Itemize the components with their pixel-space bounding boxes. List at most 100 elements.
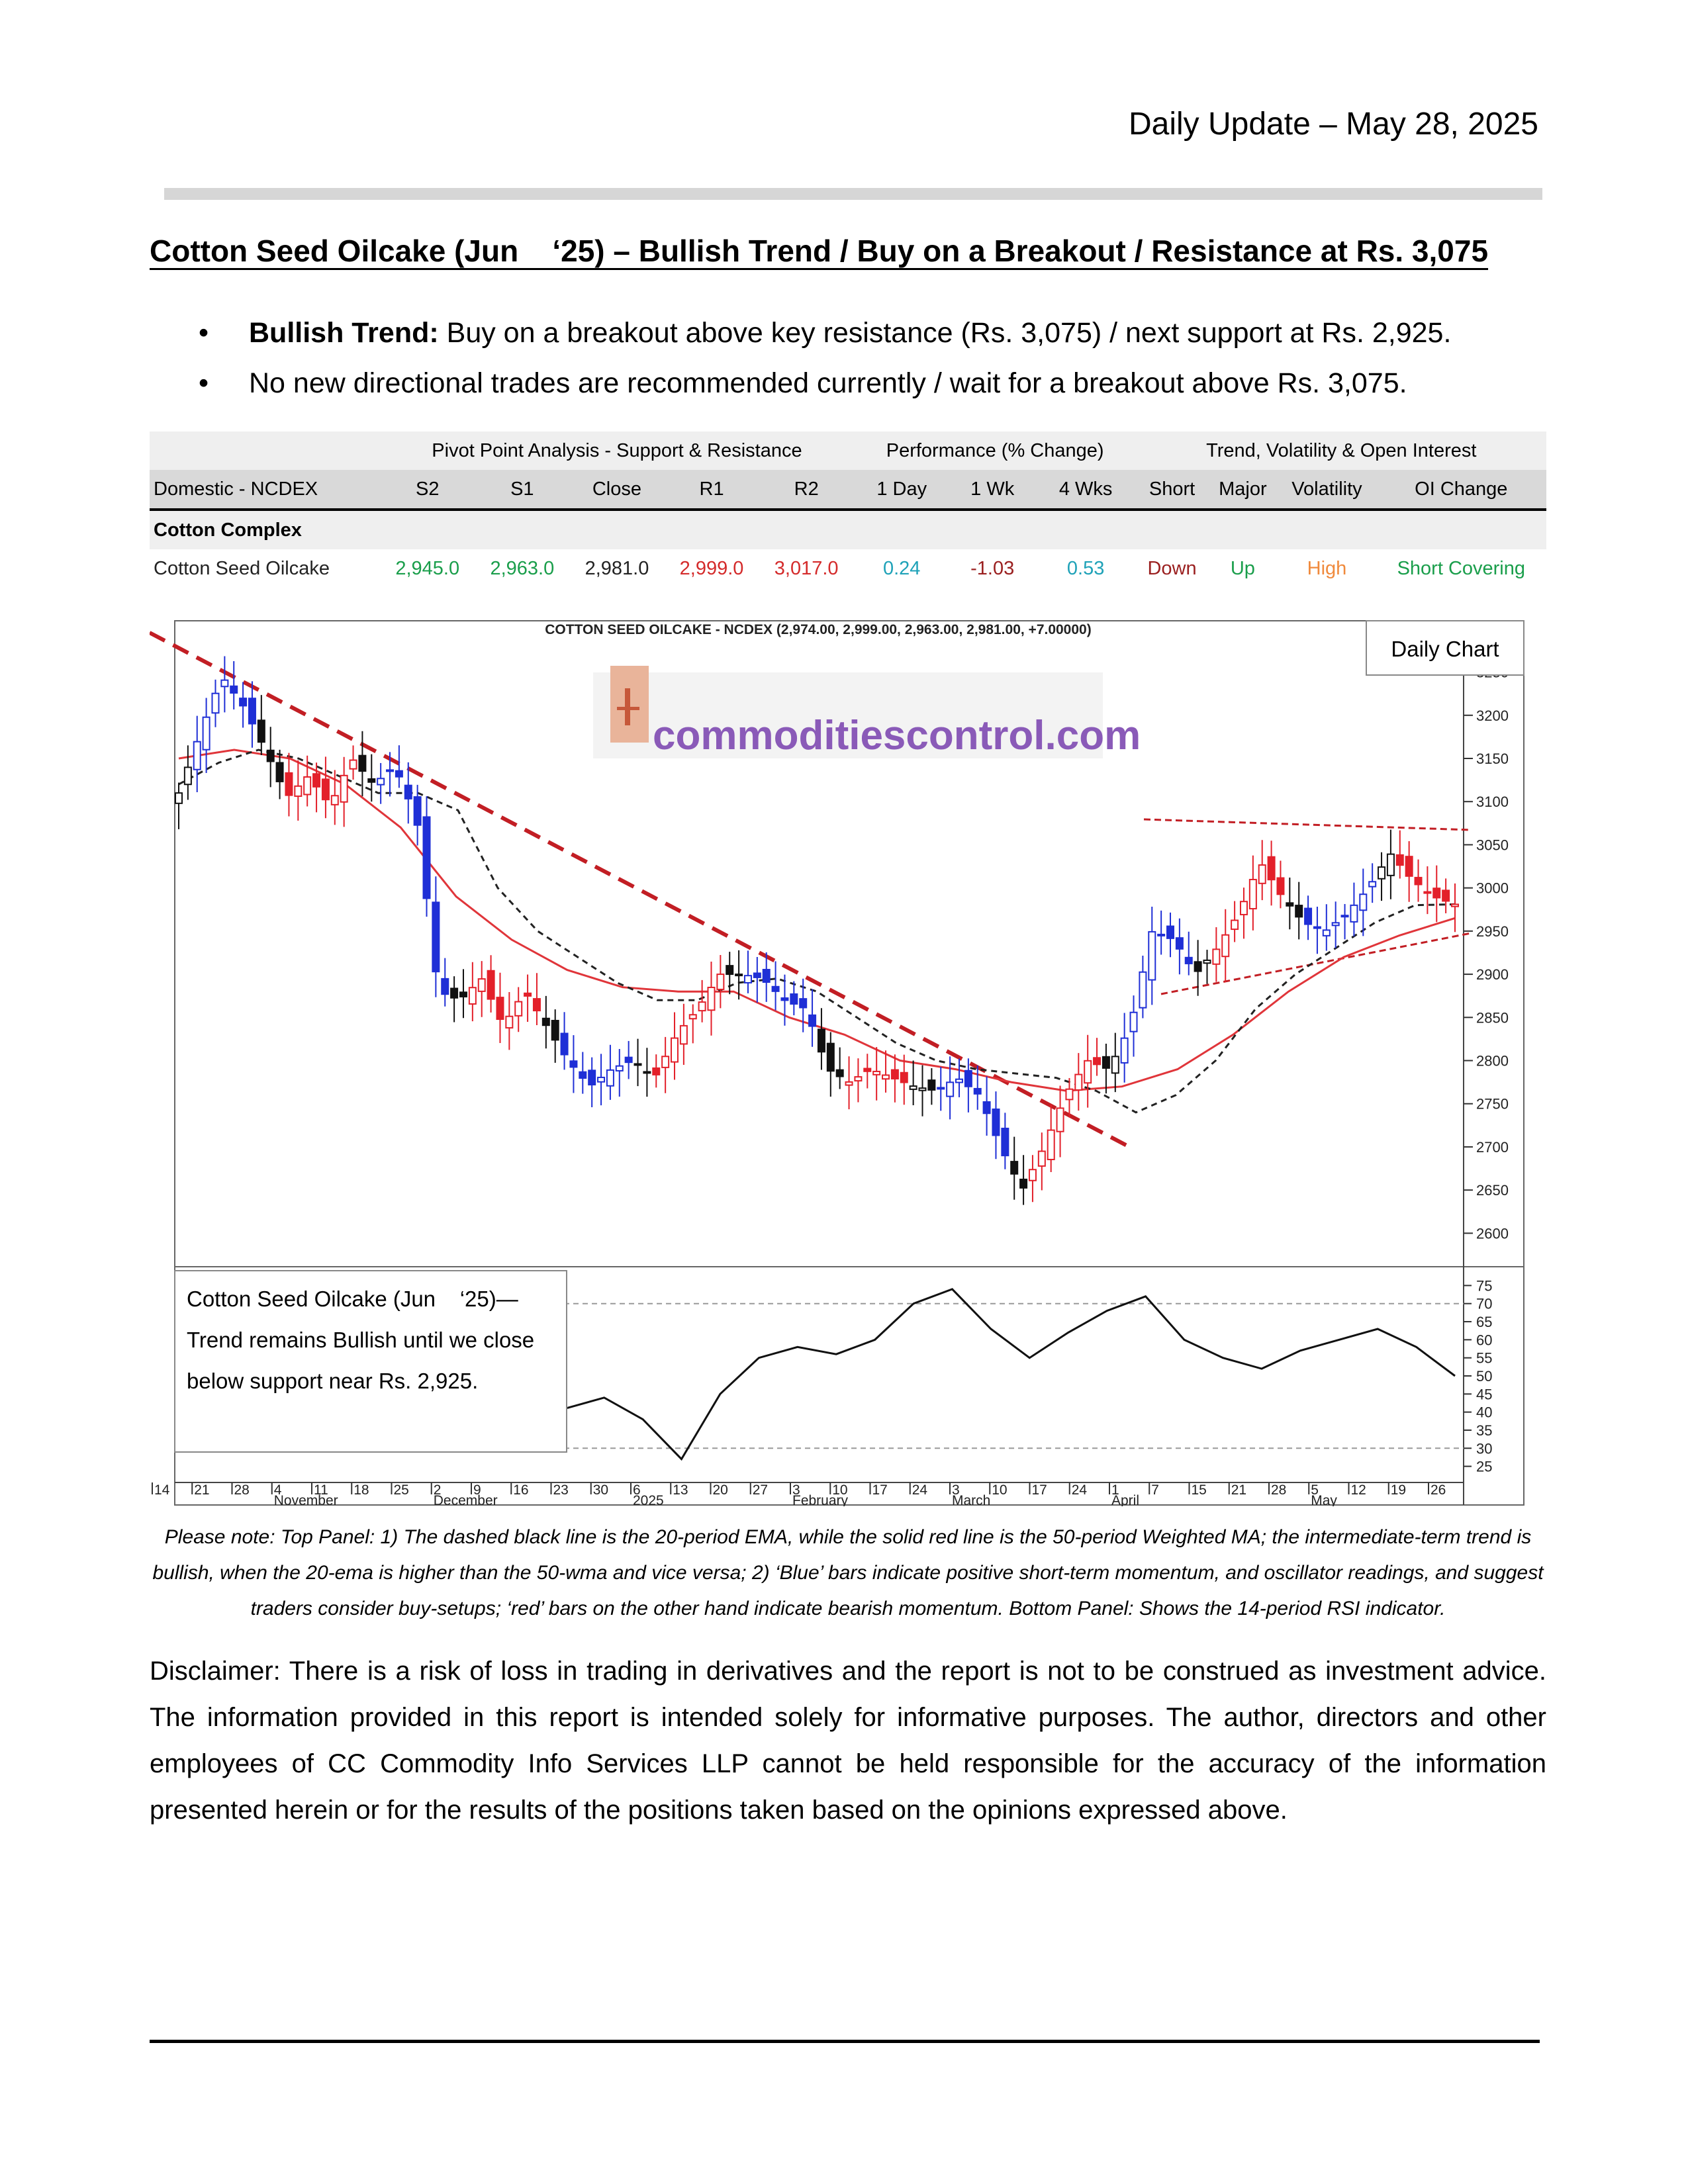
candle-body xyxy=(872,1070,881,1075)
column-header: S2 xyxy=(380,470,475,511)
chart-annotation-text: Cotton Seed Oilcake (Jun ‘25)—Trend rema… xyxy=(187,1287,541,1393)
table-cell xyxy=(150,432,381,470)
candle-body xyxy=(193,741,201,770)
candle-body xyxy=(1065,1088,1074,1101)
daily-chart-badge: Daily Chart xyxy=(1366,620,1524,676)
candle-body xyxy=(698,1001,706,1012)
column-header: Major xyxy=(1207,470,1278,511)
candle-body xyxy=(918,1087,927,1091)
candle-body xyxy=(1175,937,1184,950)
rsi-tick-label: 35 xyxy=(1476,1422,1492,1439)
bullet-list: Bullish Trend: Buy on a breakout above k… xyxy=(192,308,1451,408)
rsi-tick-label: 65 xyxy=(1476,1314,1492,1330)
candle-body xyxy=(541,1017,550,1026)
candle-body xyxy=(1368,881,1377,887)
rsi-tick-label: 25 xyxy=(1476,1459,1492,1475)
price-tick-label: 3050 xyxy=(1476,837,1509,853)
candle-body xyxy=(826,1042,835,1072)
candle-body xyxy=(183,766,192,786)
candle-body xyxy=(835,1069,844,1077)
candle-body xyxy=(303,776,312,796)
time-day-label: 25 xyxy=(394,1482,409,1498)
candle-body xyxy=(441,978,449,995)
time-day-label: 23 xyxy=(553,1482,569,1498)
candle-body xyxy=(982,1101,991,1115)
candle-body xyxy=(367,778,376,783)
candle-body xyxy=(404,784,412,799)
time-day-label: 28 xyxy=(234,1482,250,1498)
candle-body xyxy=(487,970,495,1000)
chart-annotation-box: Cotton Seed Oilcake (Jun ‘25)—Trend rema… xyxy=(174,1270,567,1453)
time-day-label: 24 xyxy=(1072,1482,1088,1498)
candle-body xyxy=(220,679,229,688)
candle-body xyxy=(955,1078,963,1083)
candle-body xyxy=(780,997,789,1001)
footer-divider xyxy=(150,2040,1540,2043)
disclaimer: Disclaimer: There is a risk of loss in t… xyxy=(150,1657,1546,1825)
short-trend: Down xyxy=(1147,557,1197,579)
s2-value: 2,945.0 xyxy=(395,557,460,579)
candle-body xyxy=(1423,891,1432,894)
bullet-item: Bullish Trend: Buy on a breakout above k… xyxy=(192,308,1451,358)
candle-body xyxy=(1001,1127,1009,1157)
candle-body xyxy=(1203,959,1211,964)
candle-body xyxy=(1395,854,1404,866)
time-month-label: April xyxy=(1111,1493,1139,1506)
candle-body xyxy=(1442,889,1450,902)
column-header: 1 Wk xyxy=(949,470,1035,511)
column-header: OI Change xyxy=(1376,470,1546,511)
candle-body xyxy=(1378,866,1386,880)
time-day-label: 14 xyxy=(154,1482,170,1498)
candle-body xyxy=(477,978,486,992)
candle-body xyxy=(1010,1161,1019,1175)
candle-body xyxy=(1019,1178,1028,1189)
candle-body xyxy=(1313,926,1321,929)
candle-body xyxy=(1451,903,1459,907)
time-day-label: 20 xyxy=(713,1482,728,1498)
candle-body xyxy=(1304,907,1313,925)
chart-svg: COTTON SEED OILCAKE - NCDEX (2,974.00, 2… xyxy=(148,620,1524,1508)
candle-body xyxy=(1047,1129,1055,1161)
time-day-label: 30 xyxy=(593,1482,608,1498)
time-day-label: 10 xyxy=(992,1482,1007,1498)
time-day-label: 12 xyxy=(1351,1482,1366,1498)
time-axis: 14 21 28 4 11 18 25 2 9 16 23 30 6 13 20 27 3 10 17 24 3 10 17… xyxy=(152,1482,1446,1508)
candle-body xyxy=(1074,1073,1083,1091)
pivot-table: Pivot Point Analysis - Support & Resista… xyxy=(150,432,1546,588)
candle-body xyxy=(1267,856,1276,881)
close-value: 2,981.0 xyxy=(585,557,649,579)
candle-body xyxy=(671,1037,679,1063)
price-tick-label: 2900 xyxy=(1476,966,1509,983)
price-tick-label: 3000 xyxy=(1476,880,1509,897)
time-month-label: November xyxy=(274,1493,338,1506)
candle-body xyxy=(1028,1169,1037,1181)
column-header: R2 xyxy=(759,470,854,511)
candle-body xyxy=(560,1032,569,1056)
candle-body xyxy=(579,1071,587,1079)
candle-body xyxy=(1340,915,1349,918)
candle-body xyxy=(615,1065,624,1071)
volatility-value: High xyxy=(1307,557,1347,579)
table-section-row: Cotton Complex xyxy=(150,510,1546,549)
column-header: Domestic - NCDEX xyxy=(150,470,381,511)
time-day-label: 15 xyxy=(1192,1482,1207,1498)
table-row: Cotton Seed Oilcake 2,945.0 2,963.0 2,98… xyxy=(150,549,1546,588)
candle-body xyxy=(735,974,743,977)
candle-body xyxy=(1221,934,1230,958)
candle-body xyxy=(257,719,265,743)
candle-body xyxy=(707,986,716,1011)
major-trend: Up xyxy=(1230,557,1255,579)
rsi-tick-label: 60 xyxy=(1476,1332,1492,1348)
candle-body xyxy=(1331,922,1340,927)
candle-body xyxy=(753,972,761,978)
candle-body xyxy=(1212,948,1221,965)
candle-body xyxy=(900,1071,908,1083)
candle-body xyxy=(496,997,504,1021)
time-day-label: 2 xyxy=(434,1482,442,1498)
chart-title: COTTON SEED OILCAKE - NCDEX (2,974.00, 2… xyxy=(545,622,1091,637)
rsi-tick-label: 30 xyxy=(1476,1440,1492,1457)
candle-body xyxy=(1148,931,1156,981)
price-tick-label: 2600 xyxy=(1476,1225,1509,1242)
table-group-header-row: Pivot Point Analysis - Support & Resista… xyxy=(150,432,1546,470)
time-day-label: 7 xyxy=(1151,1482,1159,1498)
